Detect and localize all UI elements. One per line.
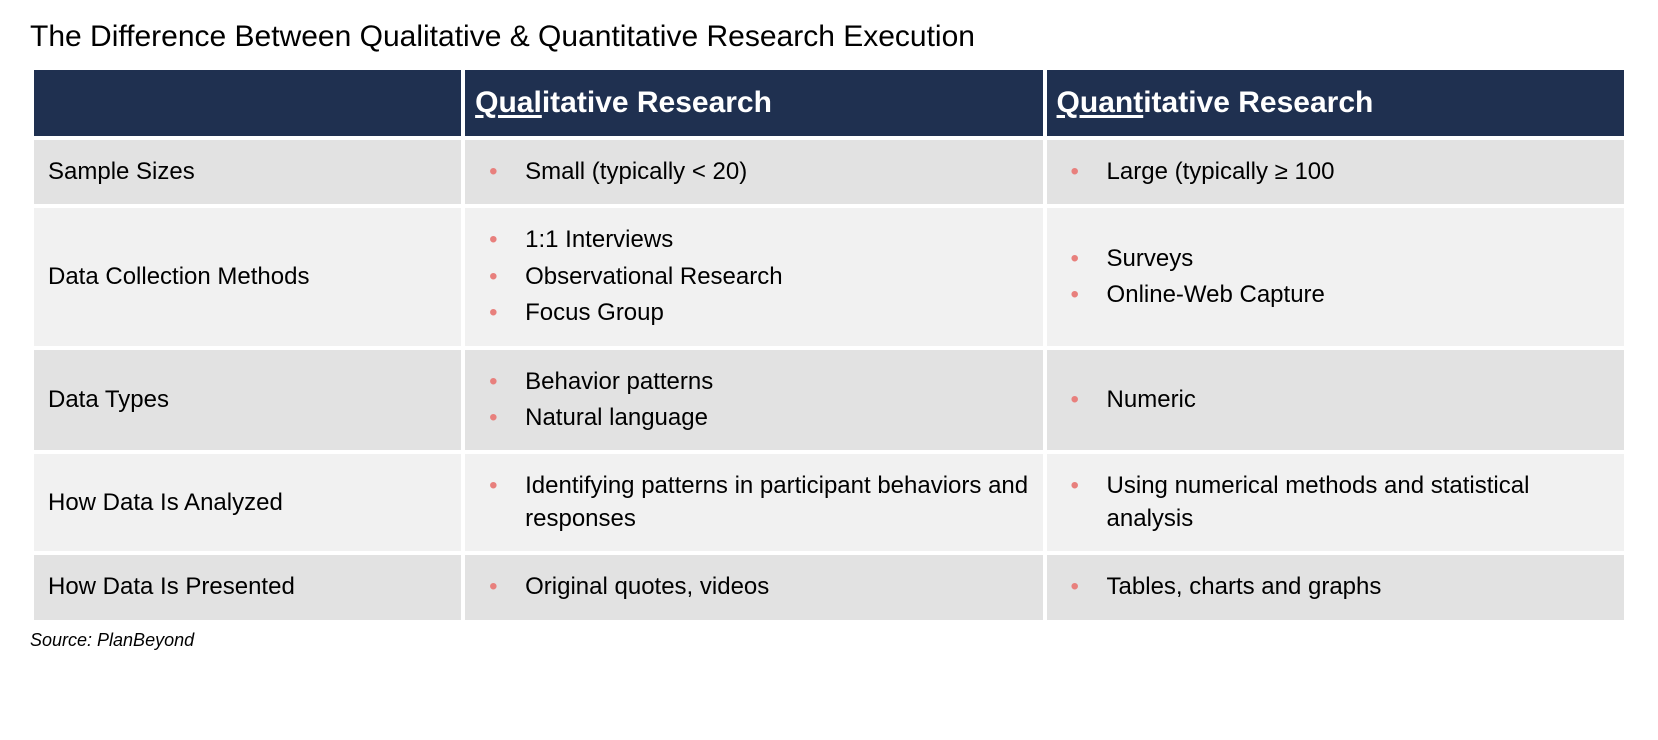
qual-cell: Original quotes, videos <box>465 555 1042 619</box>
comparison-table: Qualitative Research Quantitative Resear… <box>30 66 1628 624</box>
bullet-list: Small (typically < 20) <box>475 154 1032 190</box>
bullet-list: Numeric <box>1057 382 1614 418</box>
list-item: Surveys <box>1071 241 1614 277</box>
list-item: Numeric <box>1071 382 1614 418</box>
qual-cell: Behavior patternsNatural language <box>465 350 1042 451</box>
quant-cell: Using numerical methods and statistical … <box>1047 454 1624 551</box>
bullet-list: Original quotes, videos <box>475 569 1032 605</box>
bullet-list: 1:1 InterviewsObservational ResearchFocu… <box>475 222 1032 331</box>
row-label: How Data Is Presented <box>34 555 461 619</box>
header-quant-underline: Quant <box>1057 86 1144 119</box>
header-qualitative: Qualitative Research <box>465 70 1042 136</box>
list-item: Original quotes, videos <box>489 569 1032 605</box>
list-item: Focus Group <box>489 295 1032 331</box>
list-item: Natural language <box>489 400 1032 436</box>
quant-cell: SurveysOnline-Web Capture <box>1047 208 1624 345</box>
bullet-list: SurveysOnline-Web Capture <box>1057 241 1614 314</box>
table-header-row: Qualitative Research Quantitative Resear… <box>34 70 1624 136</box>
list-item: Observational Research <box>489 259 1032 295</box>
source-label: Source: PlanBeyond <box>30 630 1628 651</box>
row-label: Sample Sizes <box>34 140 461 204</box>
quant-cell: Large (typically ≥ 100 <box>1047 140 1624 204</box>
table-row: Data Collection Methods1:1 InterviewsObs… <box>34 208 1624 345</box>
qual-cell: Identifying patterns in participant beha… <box>465 454 1042 551</box>
header-blank-cell <box>34 70 461 136</box>
list-item: 1:1 Interviews <box>489 222 1032 258</box>
list-item: Small (typically < 20) <box>489 154 1032 190</box>
bullet-list: Large (typically ≥ 100 <box>1057 154 1614 190</box>
list-item: Tables, charts and graphs <box>1071 569 1614 605</box>
list-item: Using numerical methods and statistical … <box>1071 468 1614 537</box>
qual-cell: Small (typically < 20) <box>465 140 1042 204</box>
row-label: How Data Is Analyzed <box>34 454 461 551</box>
bullet-list: Tables, charts and graphs <box>1057 569 1614 605</box>
list-item: Identifying patterns in participant beha… <box>489 468 1032 537</box>
quant-cell: Numeric <box>1047 350 1624 451</box>
bullet-list: Using numerical methods and statistical … <box>1057 468 1614 537</box>
header-qual-underline: Qual <box>475 86 542 119</box>
table-row: Data TypesBehavior patternsNatural langu… <box>34 350 1624 451</box>
header-quant-rest: itative Research <box>1143 86 1373 119</box>
table-row: Sample Sizes Small (typically < 20) Large … <box>34 140 1624 204</box>
quant-cell: Tables, charts and graphs <box>1047 555 1624 619</box>
header-qual-rest: itative Research <box>542 86 772 119</box>
row-label: Data Types <box>34 350 461 451</box>
list-item: Large (typically ≥ 100 <box>1071 154 1614 190</box>
qual-cell: 1:1 InterviewsObservational ResearchFocu… <box>465 208 1042 345</box>
table-row: How Data Is Presented Original quotes, vi… <box>34 555 1624 619</box>
table-body: Sample Sizes Small (typically < 20) Large … <box>34 140 1624 620</box>
bullet-list: Identifying patterns in participant beha… <box>475 468 1032 537</box>
table-row: How Data Is Analyzed Identifying patterns… <box>34 454 1624 551</box>
list-item: Behavior patterns <box>489 364 1032 400</box>
page-title: The Difference Between Qualitative & Qua… <box>30 20 1628 54</box>
bullet-list: Behavior patternsNatural language <box>475 364 1032 437</box>
list-item: Online-Web Capture <box>1071 277 1614 313</box>
row-label: Data Collection Methods <box>34 208 461 345</box>
header-quantitative: Quantitative Research <box>1047 70 1624 136</box>
